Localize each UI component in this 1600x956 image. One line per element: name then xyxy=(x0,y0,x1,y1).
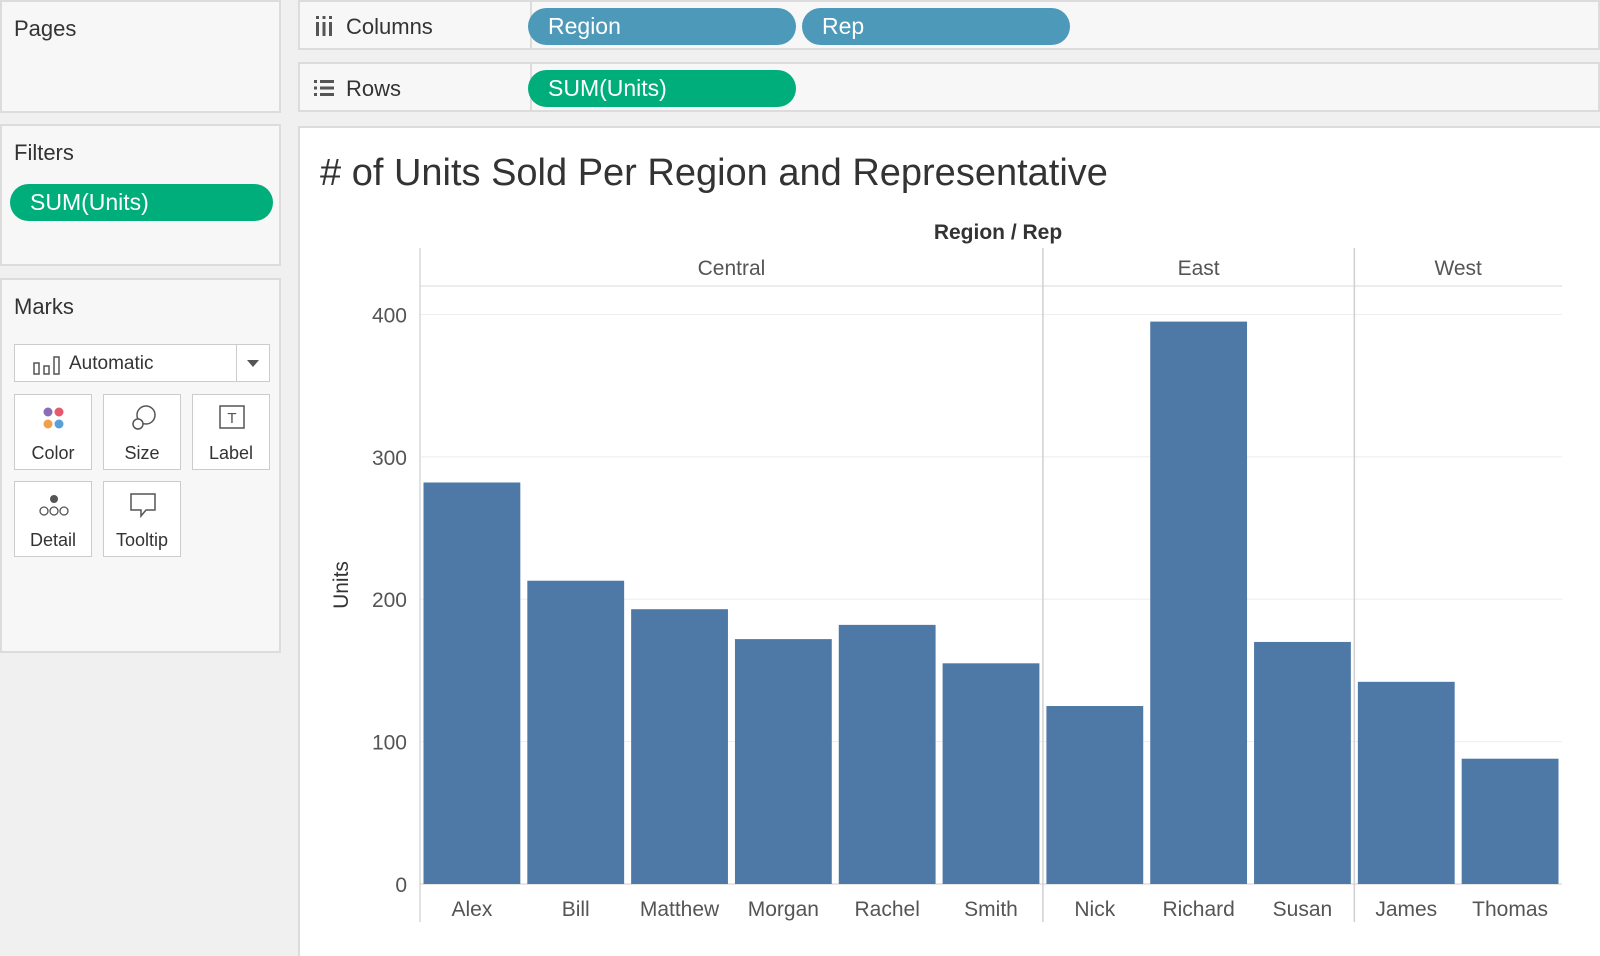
bar-richard xyxy=(1150,321,1248,885)
filters-title: Filters xyxy=(14,140,74,165)
speech-bubble-icon xyxy=(130,493,156,519)
bar-nick xyxy=(1046,706,1144,884)
detail-icon xyxy=(39,495,69,516)
x-tick-label: Nick xyxy=(1074,898,1115,921)
color-label: Color xyxy=(31,443,75,463)
column-pill-region[interactable]: Region xyxy=(528,8,796,45)
mark-type-dropdown[interactable]: Automatic xyxy=(14,344,270,382)
color-icon xyxy=(43,407,64,429)
x-tick-label: Thomas xyxy=(1472,898,1548,921)
tooltip-label: Tooltip xyxy=(115,530,169,550)
chevron-down-icon xyxy=(247,360,259,367)
bar-chart-icon xyxy=(33,356,60,375)
x-tick-label: Matthew xyxy=(640,898,720,921)
columns-label: Columns xyxy=(346,14,433,39)
color-button[interactable]: Color xyxy=(14,394,92,470)
bar-thomas xyxy=(1461,758,1559,884)
dropdown-separator xyxy=(236,345,237,381)
region-header-west: West xyxy=(1434,257,1482,280)
svg-text:T: T xyxy=(227,410,236,427)
column-pill-rep[interactable]: Rep xyxy=(802,8,1070,45)
y-tick-label: 300 xyxy=(372,447,407,470)
rows-icon xyxy=(314,80,334,96)
detail-button[interactable]: Detail xyxy=(14,481,92,557)
bar-morgan xyxy=(734,639,832,884)
pages-title: Pages xyxy=(14,16,77,41)
x-tick-label: James xyxy=(1375,898,1437,921)
x-tick-label: Morgan xyxy=(748,898,819,921)
label-label: Label xyxy=(208,443,254,463)
size-icon xyxy=(132,405,156,430)
text-label-icon: T xyxy=(219,405,245,429)
rows-label: Rows xyxy=(346,76,402,101)
bar-susan xyxy=(1254,641,1351,884)
rows-shelf: Rows SUM(Units) xyxy=(298,62,1600,112)
chart-pane: # of Units Sold Per Region and Represent… xyxy=(298,126,1600,956)
y-axis-title: Units xyxy=(330,561,353,609)
y-tick-label: 400 xyxy=(372,304,407,327)
bar-rachel xyxy=(838,624,936,884)
y-tick-label: 100 xyxy=(372,732,407,755)
size-button[interactable]: Size xyxy=(103,394,181,470)
x-tick-label: Rachel xyxy=(854,898,919,921)
filter-pill-sum-units[interactable]: SUM(Units) xyxy=(10,184,273,221)
tooltip-button[interactable]: Tooltip xyxy=(103,481,181,557)
label-button[interactable]: T Label xyxy=(192,394,270,470)
mark-type-label: Automatic xyxy=(69,353,154,374)
bar-alex xyxy=(423,482,521,884)
bar-chart: Region / Rep 0 100 200 300 400 Units Central Ale… xyxy=(330,221,1562,922)
bar-bill xyxy=(527,580,625,884)
y-tick-label: 200 xyxy=(372,589,407,612)
marks-title: Marks xyxy=(14,294,74,319)
region-header-central: Central xyxy=(698,257,766,280)
x-tick-label: Bill xyxy=(562,898,590,921)
detail-label: Detail xyxy=(29,530,77,550)
pages-card: Pages xyxy=(0,0,281,113)
chart-title: # of Units Sold Per Region and Represent… xyxy=(320,152,1108,194)
columns-shelf-label-area: Columns xyxy=(300,2,532,48)
size-label: Size xyxy=(124,443,160,463)
x-tick-label: Susan xyxy=(1273,898,1333,921)
row-pill-sum-units[interactable]: SUM(Units) xyxy=(528,70,796,107)
bar-smith xyxy=(942,663,1040,884)
columns-icon xyxy=(316,16,332,36)
marks-card: Marks Automatic Color Size T Label xyxy=(0,278,281,653)
x-tick-label: Richard xyxy=(1162,898,1234,921)
filters-card: Filters SUM(Units) xyxy=(0,124,281,266)
region-header-east: East xyxy=(1178,257,1220,280)
header-label: Region / Rep xyxy=(934,221,1062,244)
x-tick-label: Smith xyxy=(964,898,1018,921)
rows-shelf-label-area: Rows xyxy=(300,64,532,110)
y-tick-label: 0 xyxy=(395,874,407,897)
bar-matthew xyxy=(631,609,728,884)
columns-shelf: Columns Region Rep xyxy=(298,0,1600,50)
x-tick-label: Alex xyxy=(451,898,492,921)
bar-james xyxy=(1357,681,1455,884)
